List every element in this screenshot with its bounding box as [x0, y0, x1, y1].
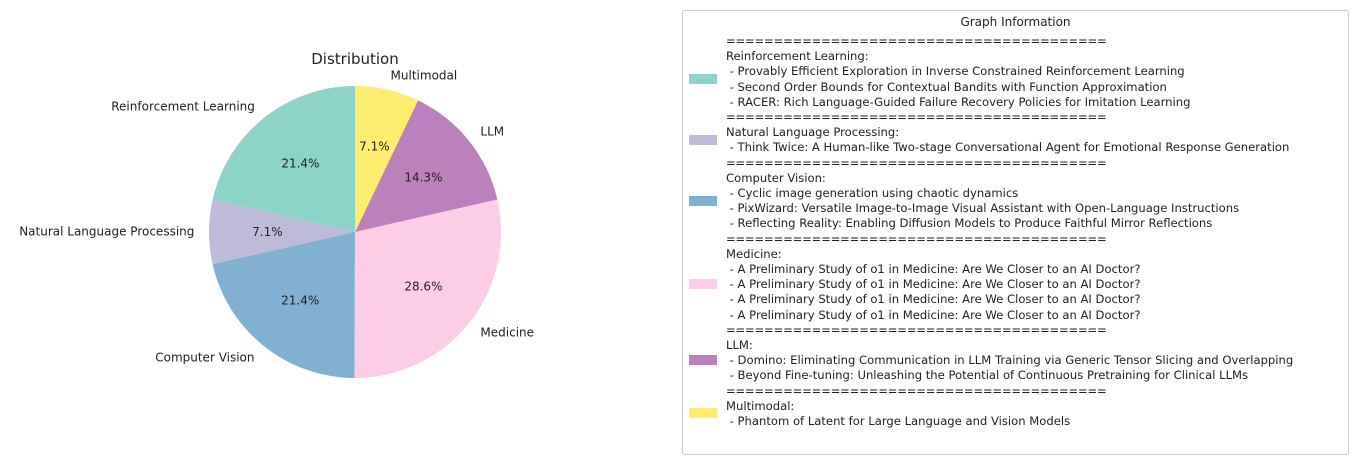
- legend-entry: ========================================…: [683, 323, 1348, 384]
- pie-slice: [354, 199, 501, 378]
- legend-category-label: LLM:: [726, 338, 753, 353]
- slice-percent-label: 7.1%: [359, 140, 390, 154]
- legend-paper-title: - A Preliminary Study of o1 in Medicine:…: [726, 292, 1141, 307]
- legend-paper-title: - Phantom of Latent for Large Language a…: [726, 414, 1071, 429]
- slice-percent-label: 14.3%: [404, 170, 442, 184]
- slice-category-label: LLM: [480, 125, 504, 139]
- legend-paper-title: - Think Twice: A Human-like Two-stage Co…: [726, 140, 1290, 155]
- slice-category-label: Multimodal: [391, 68, 458, 82]
- slice-percent-label: 28.6%: [404, 280, 442, 294]
- legend-paper-title: - PixWizard: Versatile Image-to-Image Vi…: [726, 201, 1240, 216]
- slice-percent-label: 7.1%: [252, 225, 283, 239]
- slice-category-label: Reinforcement Learning: [111, 99, 255, 113]
- legend-paper-title: - Domino: Eliminating Communication in L…: [726, 353, 1294, 368]
- pie-slice: [355, 100, 498, 232]
- legend-category-label: Natural Language Processing:: [726, 125, 900, 140]
- legend-paper-title: - A Preliminary Study of o1 in Medicine:…: [726, 307, 1141, 322]
- pie-slice: [208, 199, 355, 265]
- legend-entries: ========================================…: [683, 34, 1348, 429]
- legend-paper-title: - A Preliminary Study of o1 in Medicine:…: [726, 262, 1141, 277]
- slice-percent-label: 21.4%: [281, 156, 319, 170]
- legend-entry: ========================================…: [683, 384, 1348, 430]
- legend-paper-title: - Second Order Bounds for Contextual Ban…: [726, 79, 1167, 94]
- slice-percent-label: 21.4%: [281, 293, 319, 307]
- legend-separator: ========================================: [726, 231, 1107, 246]
- legend-paper-title: - RACER: Rich Language-Guided Failure Re…: [726, 94, 1191, 109]
- legend-swatch: [689, 355, 717, 366]
- legend-title: Graph Information: [960, 15, 1071, 29]
- legend-swatch: [689, 134, 717, 145]
- legend-separator: ========================================: [726, 110, 1107, 125]
- legend-separator: ========================================: [726, 322, 1107, 337]
- legend-category-label: Medicine:: [726, 246, 782, 261]
- legend-category-label: Multimodal:: [726, 398, 795, 413]
- legend-swatch: [689, 74, 717, 84]
- legend-swatch: [689, 408, 717, 419]
- pie-slice: [212, 232, 355, 378]
- legend-entry: ========================================…: [683, 232, 1348, 323]
- slice-category-label: Medicine: [480, 325, 534, 339]
- pie-slice: [212, 86, 355, 232]
- legend-paper-title: - A Preliminary Study of o1 in Medicine:…: [726, 277, 1141, 292]
- legend: Graph Information ======================…: [682, 10, 1349, 455]
- pie-slice: [355, 86, 419, 232]
- legend-entry: ========================================…: [683, 110, 1348, 156]
- legend-category-label: Computer Vision:: [726, 170, 826, 185]
- legend-category-label: Reinforcement Learning:: [726, 49, 869, 64]
- legend-entry: ========================================…: [683, 34, 1348, 110]
- legend-swatch: [689, 195, 717, 206]
- legend-paper-title: - Provably Efficient Exploration in Inve…: [726, 64, 1185, 79]
- slice-category-label: Natural Language Processing: [19, 225, 194, 239]
- legend-paper-title: - Cyclic image generation using chaotic …: [726, 186, 1019, 201]
- chart-title: Distribution: [311, 50, 399, 68]
- pie-chart: Distribution 21.4% Reinforcement Learning…: [19, 50, 534, 378]
- legend-separator: ========================================: [726, 155, 1107, 170]
- legend-swatch: [689, 279, 717, 290]
- legend-separator: ========================================: [726, 383, 1107, 398]
- slice-category-label: Computer Vision: [155, 350, 254, 364]
- legend-paper-title: - Reflecting Reality: Enabling Diffusion…: [726, 216, 1213, 231]
- legend-entry: ========================================…: [683, 156, 1348, 232]
- legend-separator: ========================================: [726, 34, 1107, 48]
- legend-paper-title: - Beyond Fine-tuning: Unleashing the Pot…: [726, 368, 1249, 383]
